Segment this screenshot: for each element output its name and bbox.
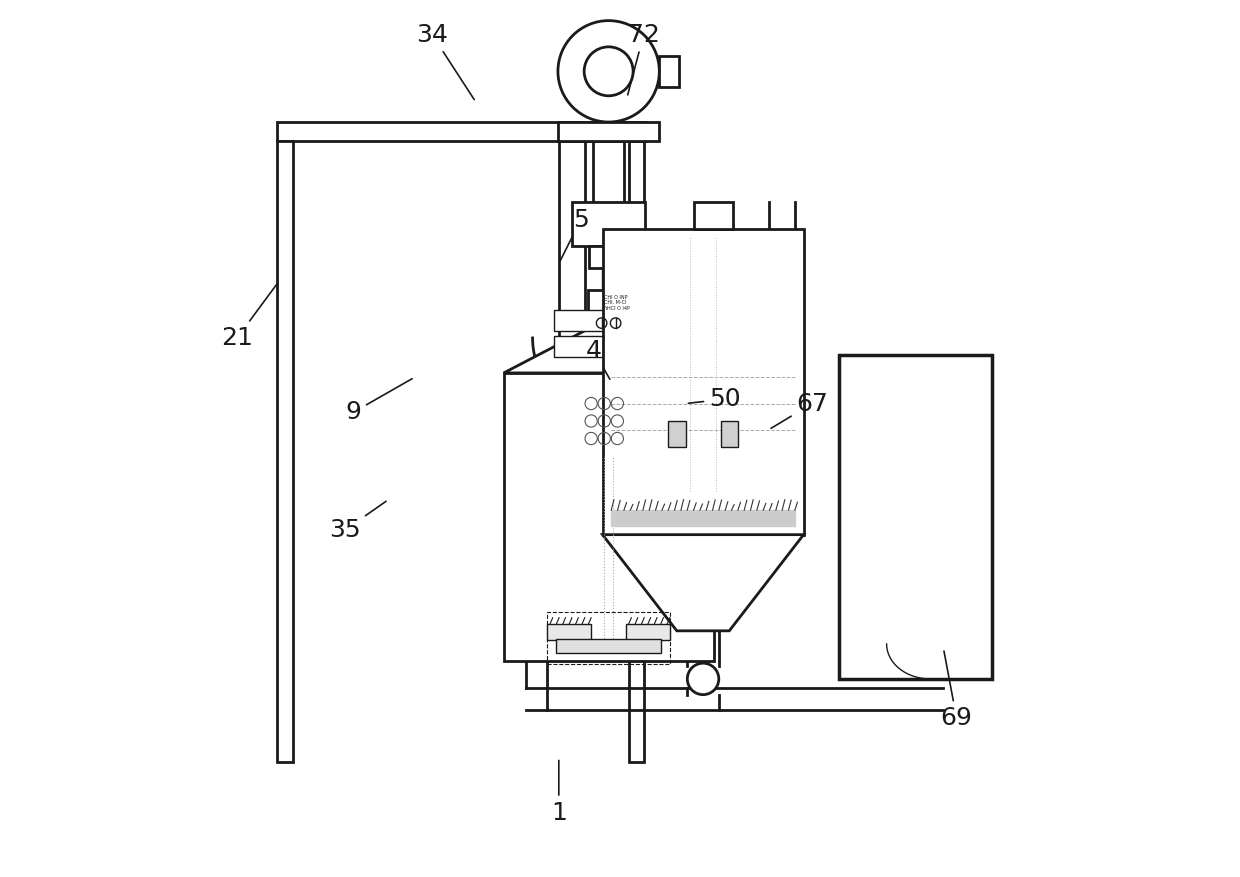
- Bar: [547, 624, 591, 639]
- Bar: [588, 290, 630, 329]
- Bar: [694, 203, 733, 229]
- Text: CHI O INP
CHI. M-CI
YHCI O I4P: CHI O INP CHI. M-CI YHCI O I4P: [604, 295, 630, 311]
- Bar: [626, 624, 670, 639]
- Bar: [547, 611, 670, 664]
- Bar: [603, 229, 804, 535]
- Text: 1: 1: [551, 760, 567, 824]
- Bar: [629, 141, 645, 762]
- Text: 21: 21: [221, 283, 278, 350]
- Bar: [589, 246, 627, 268]
- Bar: [572, 203, 645, 246]
- Bar: [278, 141, 293, 762]
- Bar: [553, 310, 604, 331]
- Text: 69: 69: [941, 651, 972, 731]
- Bar: [720, 421, 738, 447]
- Circle shape: [687, 663, 719, 695]
- Circle shape: [584, 46, 634, 96]
- Bar: [558, 122, 660, 141]
- Bar: [553, 336, 604, 357]
- Bar: [838, 355, 992, 679]
- Text: 9: 9: [346, 379, 412, 424]
- Bar: [557, 638, 661, 652]
- Bar: [278, 122, 646, 141]
- Text: 34: 34: [417, 23, 474, 100]
- Polygon shape: [503, 329, 713, 373]
- Text: 67: 67: [771, 391, 828, 428]
- Bar: [668, 421, 686, 447]
- Circle shape: [558, 21, 660, 122]
- Text: 50: 50: [688, 387, 740, 411]
- Polygon shape: [603, 535, 804, 631]
- Text: 4: 4: [585, 339, 610, 379]
- Text: 5: 5: [560, 208, 589, 261]
- Bar: [660, 55, 678, 87]
- Text: 72: 72: [627, 23, 660, 95]
- Text: 35: 35: [329, 502, 386, 542]
- Bar: [503, 373, 713, 661]
